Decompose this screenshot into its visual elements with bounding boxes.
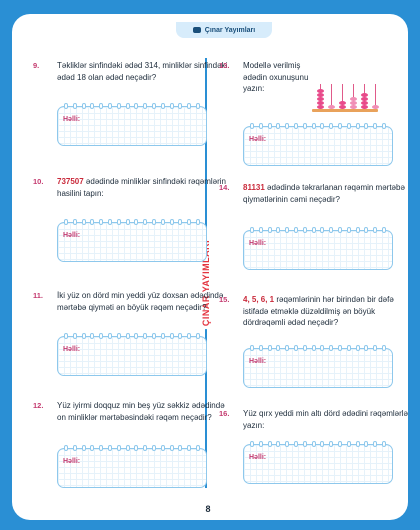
abacus-bead — [339, 105, 346, 109]
abacus-bead — [350, 101, 357, 105]
answer-box-11[interactable]: Həlli: — [57, 333, 207, 376]
abacus-bead — [317, 89, 324, 93]
answer-box-14[interactable]: Həlli: — [243, 227, 393, 270]
abacus-rod — [342, 84, 343, 109]
question-16: 16. Yüz qırx yeddi min altı dörd ədədini… — [219, 409, 408, 430]
question-10: 10. 737507 ədədində minliklər sinfindəki… — [33, 177, 226, 198]
abacus-bead — [317, 101, 324, 105]
abacus-bead — [339, 101, 346, 105]
abacus-bead — [317, 97, 324, 101]
page-number: 8 — [194, 500, 222, 518]
abacus-bead — [350, 97, 357, 101]
abacus-bead — [361, 97, 368, 101]
question-14: 14. 81131 ədədində təkrarlanan rəqəmin m… — [219, 183, 405, 204]
publisher-header: Çınar Yayımları — [176, 22, 272, 38]
abacus-bead — [361, 101, 368, 105]
answer-box-10[interactable]: Həlli: — [57, 219, 207, 262]
publisher-title: Çınar Yayımları — [204, 26, 256, 34]
abacus-model — [312, 84, 379, 112]
abacus-rod — [375, 84, 376, 109]
question-13: 13. Modellə verilmiş ədədin oxunuşunu ya… — [219, 61, 309, 93]
publisher-logo-icon — [192, 27, 201, 33]
abacus-rod — [353, 84, 354, 109]
abacus-bead — [317, 105, 324, 109]
question-9: 9. Təkliklər sinfindəki ədəd 314, minlik… — [33, 61, 228, 82]
abacus-bead — [328, 105, 335, 109]
question-12: 12. Yüz iyirmi doqquz min beş yüz səkkiz… — [33, 401, 225, 422]
answer-box-15[interactable]: Həlli: — [243, 345, 393, 388]
abacus-bead — [350, 105, 357, 109]
abacus-bead — [317, 93, 324, 97]
question-15: 15. 4, 5, 6, 1 rəqəmlərinin hər birindən… — [219, 295, 394, 327]
abacus-rod — [331, 84, 332, 109]
abacus-bead — [361, 93, 368, 97]
abacus-bead — [372, 105, 379, 109]
answer-box-12[interactable]: Həlli: — [57, 445, 207, 488]
answer-box-13[interactable]: Həlli: — [243, 123, 393, 166]
question-11: 11. İki yüz on dörd min yeddi yüz doxsan… — [33, 291, 224, 312]
abacus-bead — [361, 105, 368, 109]
answer-box-16[interactable]: Həlli: — [243, 441, 393, 484]
answer-box-9[interactable]: Həlli: — [57, 103, 207, 146]
